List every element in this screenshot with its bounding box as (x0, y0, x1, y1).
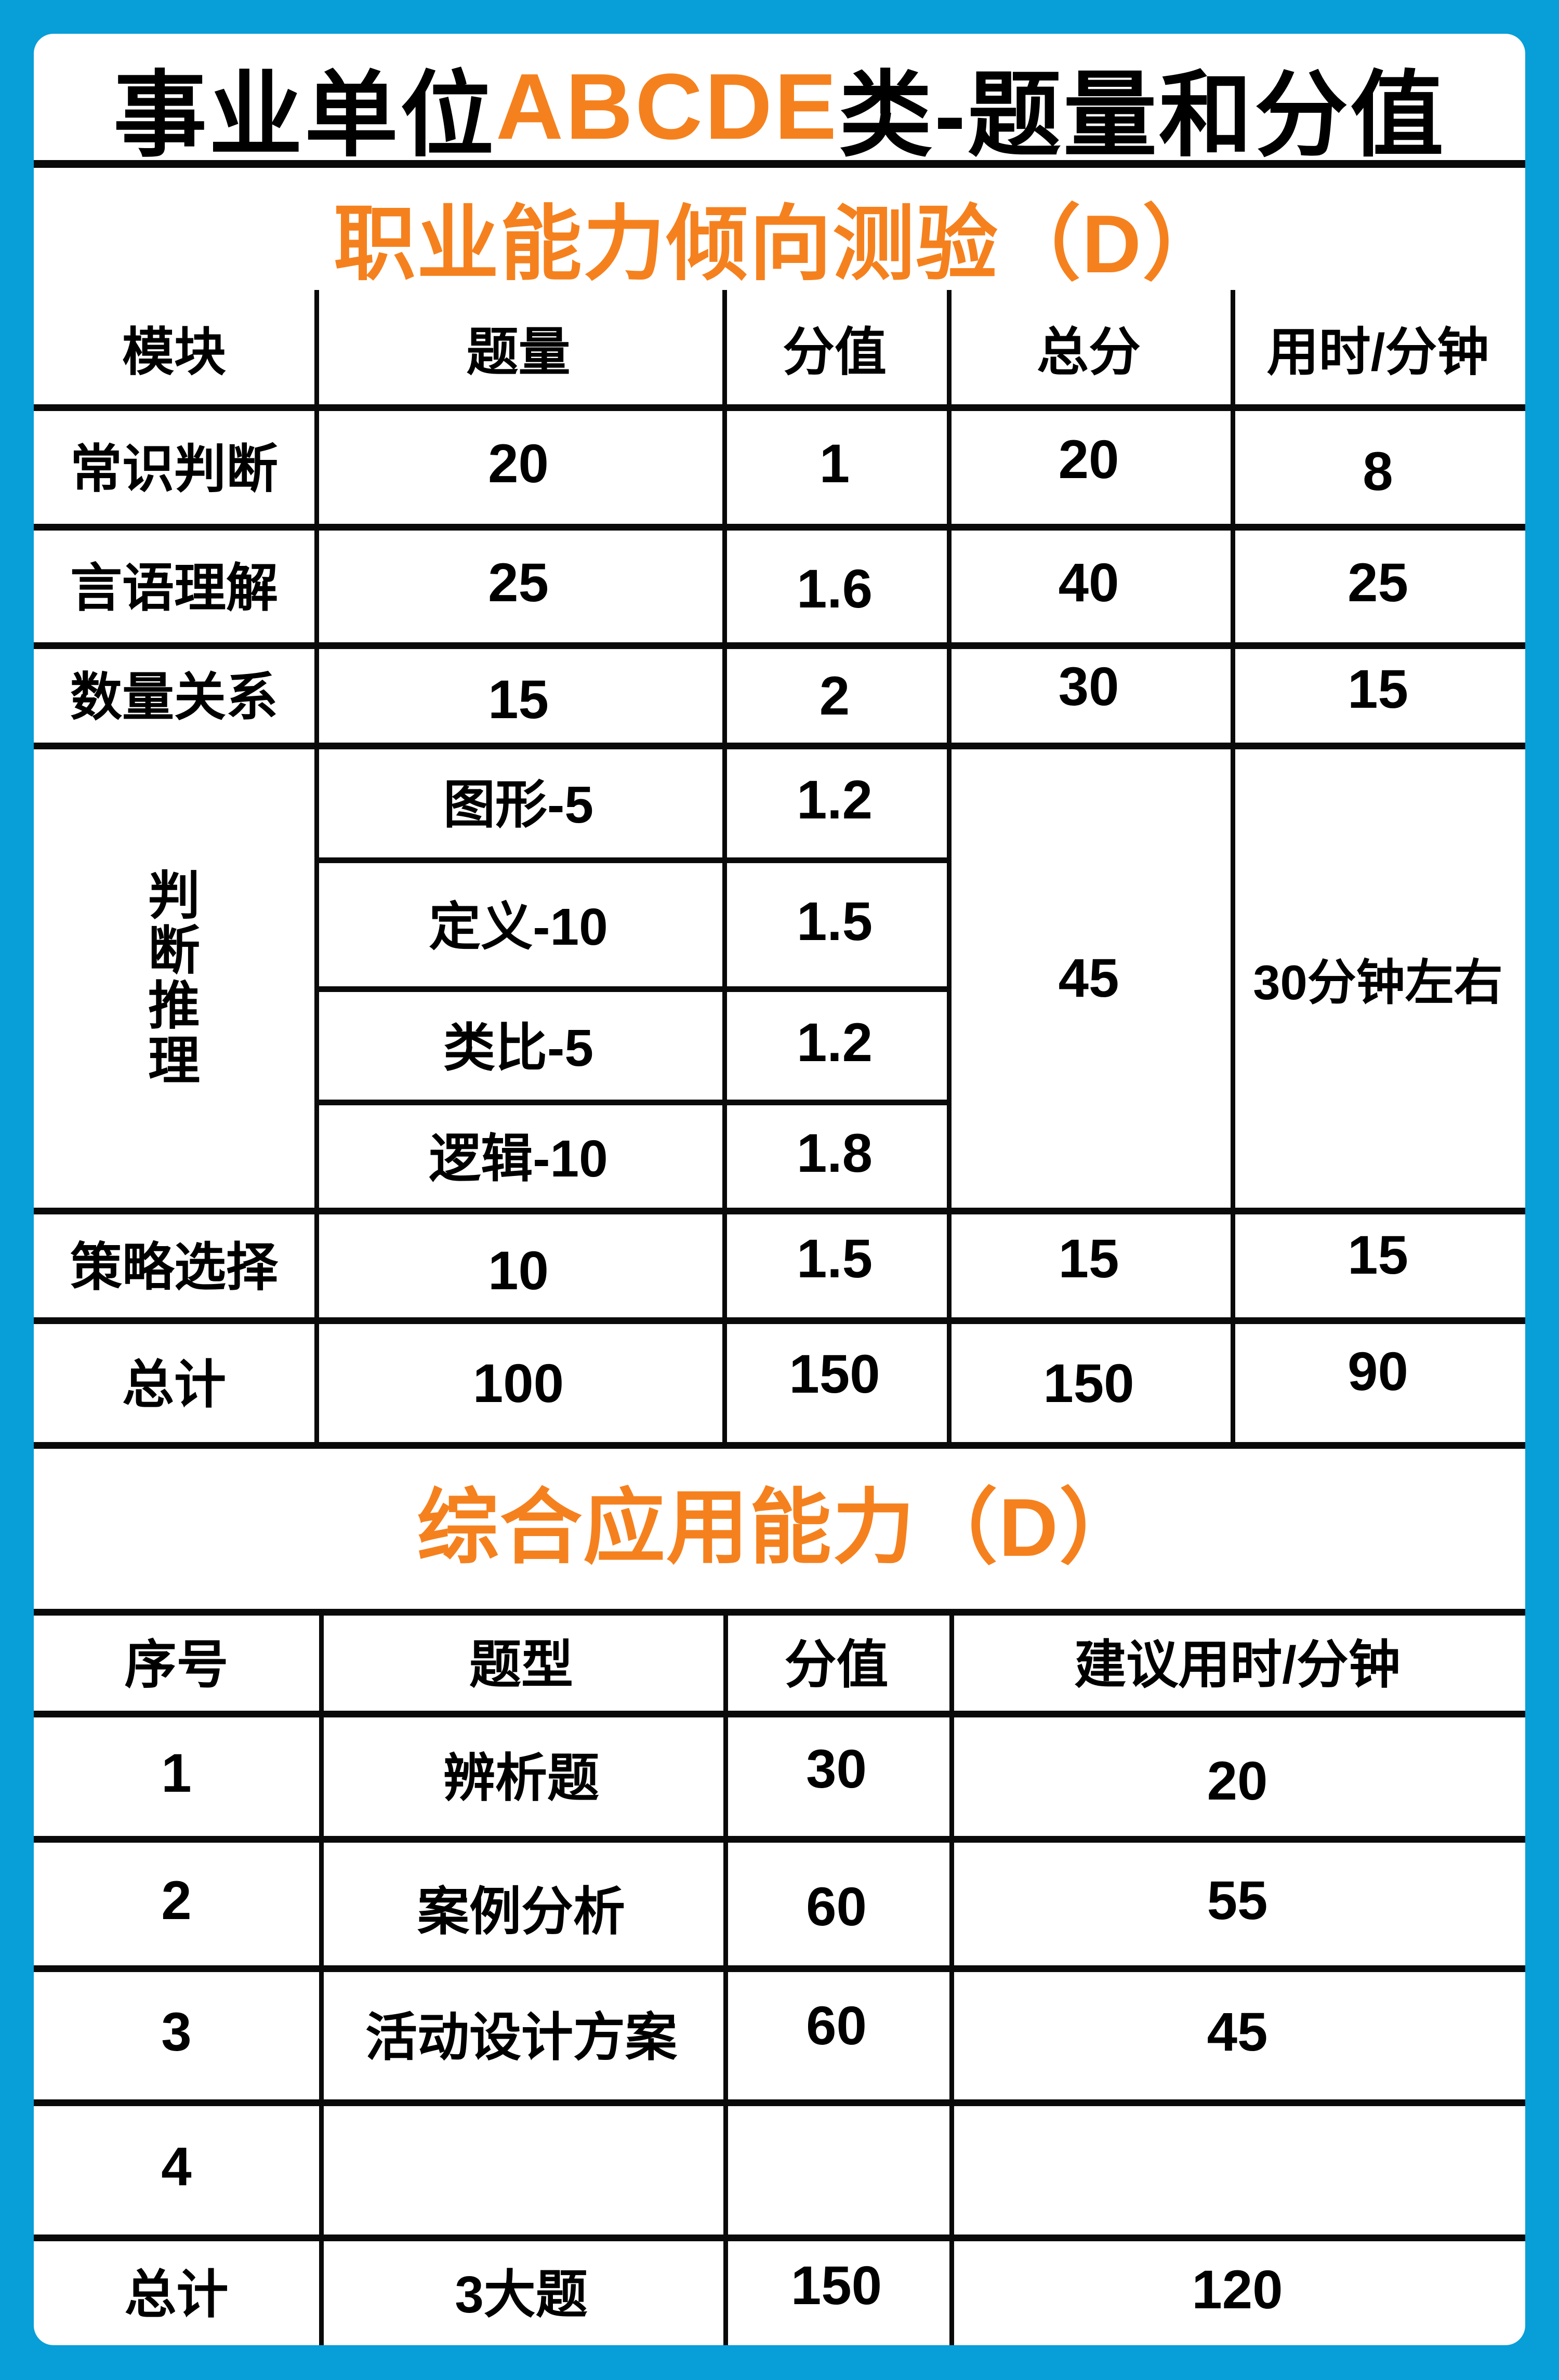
t1-strategy-score: 1.5 (797, 1228, 873, 1289)
t2-r2-time: 55 (1207, 1870, 1268, 1931)
t1-r2-total: 40 (1058, 552, 1119, 613)
t1-sub1-type: 图形-5 (443, 776, 593, 834)
t1-total-quantity: 100 (472, 1353, 564, 1414)
t2-r1-score: 30 (806, 1738, 867, 1800)
t1-strategy-total: 15 (1058, 1228, 1119, 1289)
t2-r3-time: 45 (1207, 2002, 1268, 2062)
t2-hline-2 (34, 1965, 1525, 1972)
t1-strategy-quantity: 10 (488, 1240, 549, 1301)
t1-group-module: 判断推理 (34, 749, 314, 1208)
t1-header-quantity: 题量 (466, 323, 571, 381)
t2-r2-no: 2 (161, 1870, 192, 1931)
t2-r3-type: 活动设计方案 (365, 2008, 677, 2067)
t1-hline-3 (34, 743, 1525, 749)
t1-hline-1 (34, 524, 1525, 531)
t2-vline-col2 (723, 1609, 728, 2345)
t2-r4-no: 4 (161, 2136, 192, 2197)
t1-vline-col4 (1231, 290, 1235, 1448)
t1-subline-2 (314, 986, 952, 992)
t1-total-module: 总计 (122, 1355, 226, 1414)
t2-r1-no: 1 (161, 1742, 192, 1804)
t1-sub2-type: 定义-10 (429, 897, 608, 956)
t1-header-score: 分值 (783, 323, 887, 381)
t1-r3-score: 2 (819, 665, 850, 726)
t2-hline-top (34, 1609, 1525, 1616)
t1-vline-col1 (314, 290, 319, 1448)
t2-hline-3 (34, 2099, 1525, 2106)
t1-sub3-score: 1.2 (797, 1012, 873, 1073)
t2-hline-4 (34, 2234, 1525, 2241)
t1-header-module: 模块 (122, 323, 226, 381)
t1-r1-time: 8 (1363, 441, 1393, 502)
t1-header-time: 用时/分钟 (1266, 323, 1489, 381)
page-title: 事业单位 ABCDE 类-题量和分值 (34, 49, 1525, 168)
t1-hline-bottom (34, 1442, 1525, 1449)
page-title-highlight: ABCDE (496, 54, 839, 159)
t1-group-total: 45 (1058, 948, 1119, 1009)
t2-total-type: 3大题 (455, 2266, 588, 2324)
t2-header-no: 序号 (124, 1635, 229, 1694)
t1-sub3-type: 类比-5 (443, 1019, 593, 1077)
t2-header-score: 分值 (784, 1635, 889, 1694)
t1-sub1-score: 1.2 (797, 769, 873, 830)
t1-total-total: 150 (1043, 1353, 1134, 1414)
t2-r3-no: 3 (161, 2002, 192, 2062)
t1-r3-quantity: 15 (488, 669, 549, 730)
t1-strategy-module: 策略选择 (70, 1238, 278, 1297)
t2-header-type: 题型 (469, 1635, 573, 1694)
t1-group-time: 30分钟左右 (1253, 955, 1503, 1010)
t1-strategy-time: 15 (1347, 1224, 1408, 1286)
t1-total-time: 90 (1347, 1341, 1408, 1402)
poster-card: 事业单位 ABCDE 类-题量和分值 职业能力倾向测验（D） 模块 题量 分值 总分… (34, 34, 1525, 2345)
t2-total-time: 120 (1192, 2259, 1283, 2320)
t1-r1-module: 常识判断 (70, 440, 278, 498)
t1-r1-score: 1 (819, 433, 850, 494)
t1-group-module-text: 判断推理 (148, 867, 200, 1090)
t2-r4-score (723, 2099, 949, 2234)
t2-vline-col3 (949, 1609, 954, 2345)
t1-r3-total: 30 (1058, 656, 1119, 717)
t2-r4-type (319, 2099, 723, 2234)
t1-vline-col2 (722, 290, 727, 1448)
page-title-prefix: 事业单位 (113, 63, 496, 168)
t2-r2-type: 案例分析 (417, 1883, 625, 1941)
t2-vline-col1 (319, 1609, 324, 2345)
t2-r4-time (949, 2099, 1525, 2234)
t1-sub4-score: 1.8 (797, 1123, 873, 1184)
t1-r2-time: 25 (1347, 552, 1408, 613)
t2-hline-header (34, 1711, 1525, 1717)
t1-r2-score: 1.6 (797, 559, 873, 619)
t1-hline-2 (34, 642, 1525, 649)
t2-r1-time: 20 (1207, 1750, 1268, 1812)
t1-subline-3 (314, 1100, 952, 1105)
t1-hline-4 (34, 1208, 1525, 1214)
title-divider (34, 160, 1525, 168)
t1-hline-header (34, 404, 1525, 411)
t2-r1-type: 辨析题 (443, 1749, 599, 1807)
t2-total-no: 总计 (124, 2266, 229, 2324)
t2-header-time: 建议用时/分钟 (1074, 1635, 1401, 1694)
t2-r3-score: 60 (806, 1995, 867, 2056)
t1-r3-module: 数量关系 (70, 668, 278, 726)
t1-r2-module: 言语理解 (70, 559, 278, 617)
t1-r3-time: 15 (1347, 658, 1408, 720)
t1-hline-5 (34, 1317, 1525, 1324)
t1-total-score: 150 (789, 1344, 880, 1405)
t2-total-score: 150 (790, 2255, 882, 2316)
t1-sub4-type: 逻辑-10 (429, 1129, 608, 1188)
section1-heading: 职业能力倾向测验（D） (333, 198, 1226, 290)
t2-hline-1 (34, 1836, 1525, 1843)
t1-r2-quantity: 25 (488, 552, 549, 613)
t1-vline-col3 (947, 290, 952, 1448)
t1-sub2-score: 1.5 (797, 891, 873, 952)
t1-header-total: 总分 (1037, 323, 1141, 381)
t1-subline-1 (314, 857, 952, 863)
page-title-suffix: 类-题量和分值 (839, 63, 1446, 168)
t1-r1-quantity: 20 (488, 433, 549, 494)
t2-r2-score: 60 (806, 1876, 867, 1937)
section2-heading: 综合应用能力（D） (416, 1482, 1143, 1574)
t1-r1-total: 20 (1058, 429, 1119, 490)
